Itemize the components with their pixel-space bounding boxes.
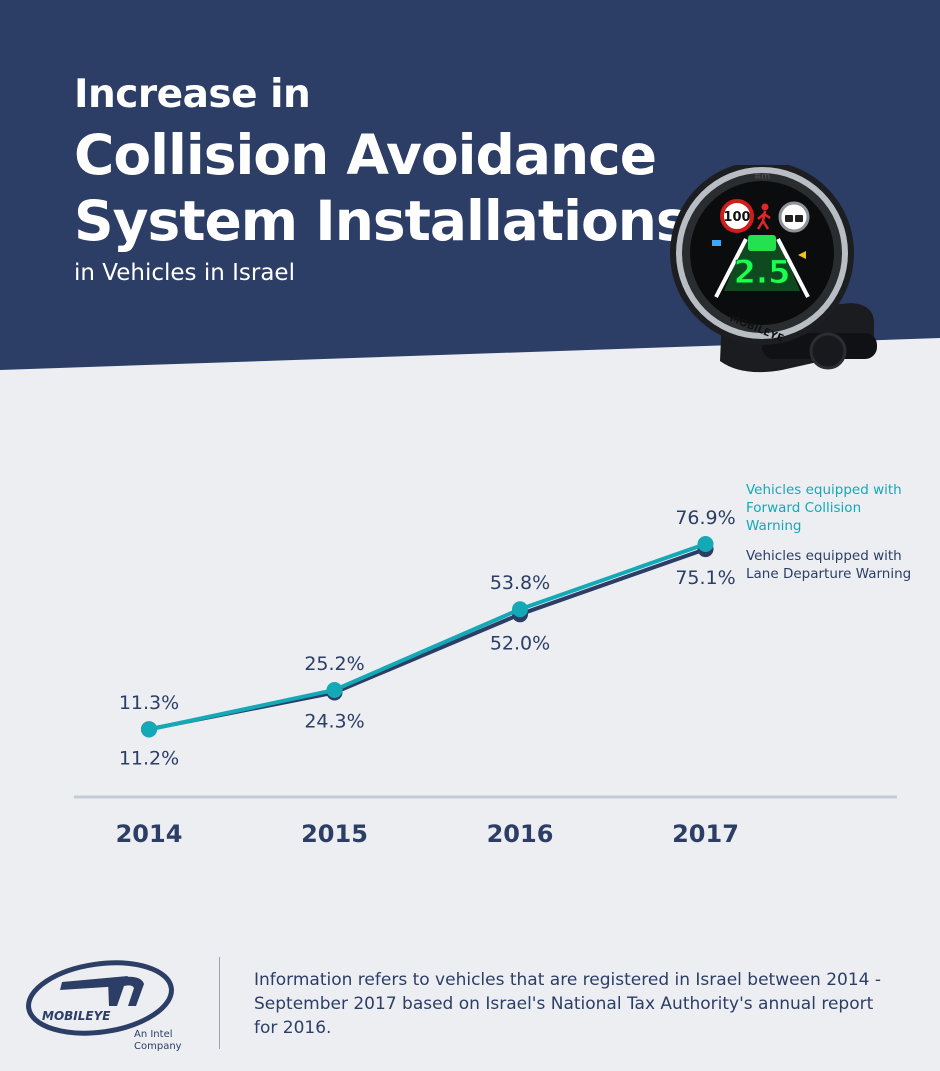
title-line-3: System Installations — [74, 189, 689, 253]
logo-tagline-2: Company — [134, 1041, 182, 1052]
logo-text: MOBILEYE — [42, 1009, 111, 1023]
series-line-ldw — [148, 547, 707, 732]
mobileye-logo: MOBILEYE An Intel Company — [26, 960, 182, 1052]
title-line-2: Collision Avoidance — [74, 123, 657, 187]
title-line-1: Increase in — [74, 72, 311, 117]
x-tick-label-2014: 2014 — [116, 820, 183, 848]
svg-text:≡m: ≡m — [754, 172, 770, 182]
series-layer — [141, 536, 714, 738]
data-label-fcw-2016: 53.8% — [490, 572, 550, 594]
mobileye-device-image: 100 2.5 MOBILEYE ≡m — [670, 165, 877, 373]
legend-forward-collision-warning: Vehicles equipped with Forward Collision… — [746, 482, 902, 534]
data-label-ldw-2014: 11.3% — [119, 692, 179, 714]
point-fcw-2014 — [141, 721, 157, 738]
point-fcw-2015 — [326, 681, 343, 698]
subtitle: in Vehicles in Israel — [74, 260, 295, 286]
x-tick-label-2017: 2017 — [672, 820, 739, 848]
x-tick-label-2016: 2016 — [487, 820, 554, 848]
speed-sign-text: 100 — [723, 210, 750, 225]
page-title: Collision Avoidance System Installations — [74, 122, 689, 254]
logo-tagline-1: An Intel — [134, 1029, 173, 1040]
data-label-fcw-2017: 76.9% — [675, 507, 735, 529]
point-fcw-2017 — [697, 536, 714, 552]
data-label-fcw-2015: 25.2% — [304, 653, 364, 675]
data-label-ldw-2017: 75.1% — [675, 567, 735, 589]
legend-lane-departure-warning: Vehicles equipped with Lane Departure Wa… — [746, 548, 912, 582]
label-layer: 11.2% 25.2% 53.8% 76.9% 11.3% 24.3% 52.0% 75.1% — [119, 507, 736, 770]
footer-note: Information refers to vehicles that are … — [254, 970, 881, 1038]
data-label-ldw-2015: 24.3% — [304, 711, 364, 733]
line-chart: 11.2% 25.2% 53.8% 76.9% 11.3% 24.3% 52.0% 75.1%… — [74, 507, 897, 848]
x-tick-label-2015: 2015 — [301, 820, 368, 848]
tick-layer: 2014 2015 2016 2017 — [116, 820, 739, 848]
data-label-fcw-2014: 11.2% — [119, 748, 179, 770]
device-display-value: 2.5 — [734, 253, 791, 291]
footer-divider — [219, 957, 220, 1049]
data-label-ldw-2016: 52.0% — [490, 632, 550, 654]
point-fcw-2016 — [512, 601, 528, 618]
series-line-fcw — [148, 542, 707, 732]
